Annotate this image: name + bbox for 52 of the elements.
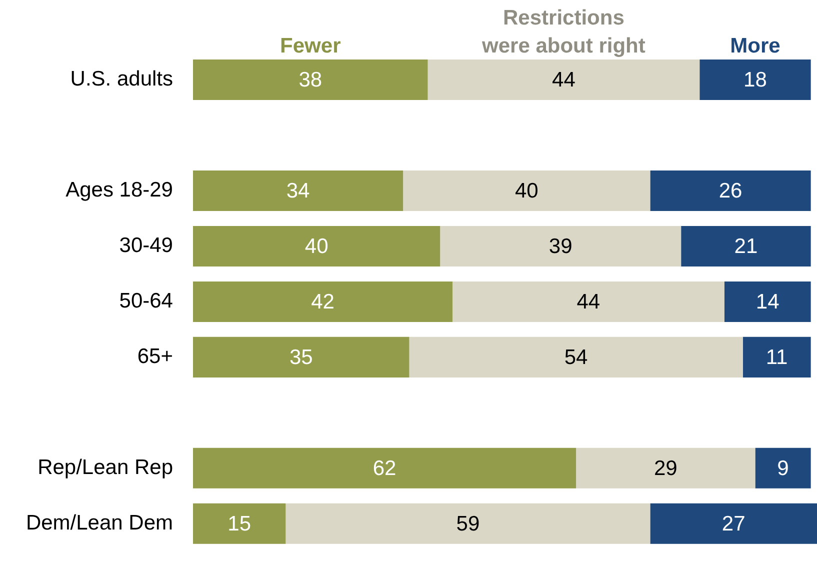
bar xyxy=(193,281,452,322)
data-label: 14 xyxy=(756,290,780,314)
data-label: 18 xyxy=(744,68,767,92)
data-label: 44 xyxy=(552,68,576,92)
bar xyxy=(428,59,700,100)
data-label: 42 xyxy=(311,290,334,314)
data-label: 34 xyxy=(286,180,310,203)
bar xyxy=(409,336,743,378)
data-label: 11 xyxy=(766,346,788,369)
bar xyxy=(700,59,811,100)
bar xyxy=(452,281,724,322)
data-label: 54 xyxy=(564,346,588,369)
bar xyxy=(742,336,811,378)
data-label: 62 xyxy=(372,456,396,480)
y-tick-label: 50-64 xyxy=(119,289,174,312)
bar xyxy=(193,503,286,544)
data-label: 15 xyxy=(228,512,252,536)
data-label: 29 xyxy=(654,456,678,480)
bar xyxy=(193,336,410,378)
bar xyxy=(681,226,811,266)
bar xyxy=(440,226,682,266)
bar xyxy=(193,448,576,488)
y-tick-label: Rep/Lean Rep xyxy=(38,456,173,479)
bar xyxy=(193,226,440,266)
bar xyxy=(286,503,650,544)
series-label: More xyxy=(730,34,780,58)
data-label: 38 xyxy=(298,68,322,92)
y-tick-label: Ages 18-29 xyxy=(66,178,173,202)
y-tick-label: 65+ xyxy=(137,344,173,368)
bar xyxy=(755,448,811,488)
series-label: Restrictions were about right xyxy=(481,6,646,58)
data-label: 26 xyxy=(718,180,742,203)
bar xyxy=(650,503,817,544)
data-label: 40 xyxy=(304,235,328,258)
data-label: 27 xyxy=(722,512,746,536)
y-tick-label: Dem/Lean Dem xyxy=(26,511,173,534)
bar xyxy=(403,170,650,211)
bar xyxy=(193,59,428,100)
data-label: 9 xyxy=(777,456,789,480)
bar xyxy=(576,448,756,488)
y-tick-label: U.S. adults xyxy=(70,68,173,91)
data-label: 40 xyxy=(514,180,538,203)
data-label: 39 xyxy=(548,235,572,258)
data-label: 44 xyxy=(576,290,600,314)
bar xyxy=(193,170,404,211)
bar xyxy=(724,281,811,322)
y-tick-label: 30-49 xyxy=(119,234,173,258)
data-label: 35 xyxy=(289,346,313,369)
series-label: Fewer xyxy=(280,34,341,58)
data-label: 21 xyxy=(734,235,758,258)
data-label: 59 xyxy=(456,512,480,536)
bar xyxy=(650,170,811,211)
